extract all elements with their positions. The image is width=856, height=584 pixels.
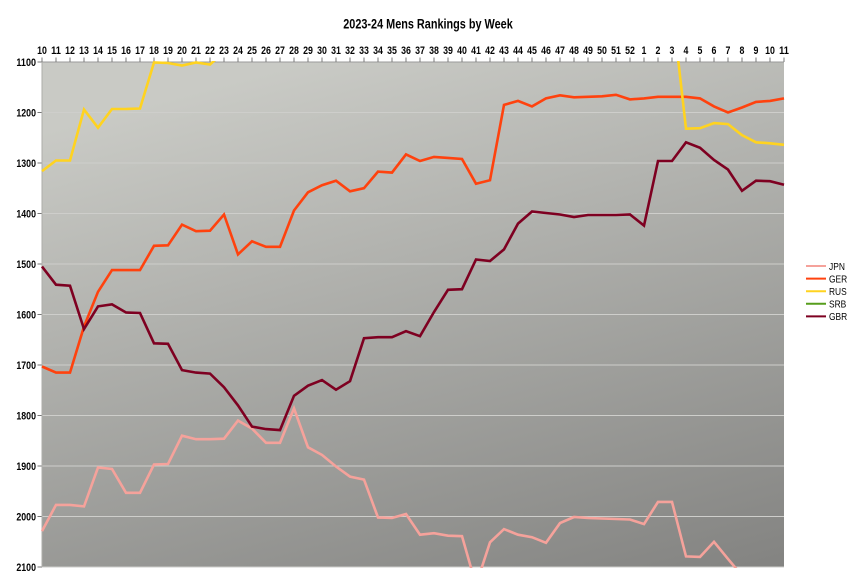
svg-text:9: 9 [754, 45, 759, 57]
svg-text:1: 1 [642, 45, 647, 57]
svg-text:2000: 2000 [16, 511, 36, 523]
svg-text:23: 23 [219, 45, 229, 57]
svg-text:37: 37 [415, 45, 425, 57]
svg-text:41: 41 [471, 45, 481, 57]
svg-text:10: 10 [765, 45, 775, 57]
svg-text:39: 39 [443, 45, 453, 57]
svg-text:47: 47 [555, 45, 565, 57]
svg-text:10: 10 [37, 45, 47, 57]
svg-text:40: 40 [457, 45, 467, 57]
svg-text:15: 15 [107, 45, 117, 57]
svg-text:14: 14 [93, 45, 103, 57]
svg-text:42: 42 [485, 45, 495, 57]
svg-text:33: 33 [359, 45, 369, 57]
svg-text:45: 45 [527, 45, 537, 57]
svg-text:2: 2 [656, 45, 661, 57]
svg-text:30: 30 [317, 45, 327, 57]
svg-text:52: 52 [625, 45, 635, 57]
svg-text:29: 29 [303, 45, 313, 57]
svg-text:48: 48 [569, 45, 579, 57]
svg-text:24: 24 [233, 45, 243, 57]
svg-text:31: 31 [331, 45, 341, 57]
svg-text:1800: 1800 [16, 410, 36, 422]
svg-text:51: 51 [611, 45, 621, 57]
svg-text:19: 19 [163, 45, 173, 57]
svg-text:22: 22 [205, 45, 215, 57]
svg-text:2100: 2100 [16, 562, 36, 574]
svg-text:26: 26 [261, 45, 271, 57]
svg-text:5: 5 [698, 45, 703, 57]
svg-text:28: 28 [289, 45, 299, 57]
svg-text:12: 12 [65, 45, 75, 57]
svg-text:RUS: RUS [829, 286, 847, 298]
svg-text:3: 3 [670, 45, 675, 57]
svg-text:1500: 1500 [16, 259, 36, 271]
svg-text:JPN: JPN [829, 261, 845, 273]
svg-text:1600: 1600 [16, 309, 36, 321]
svg-text:SRB: SRB [829, 299, 846, 311]
svg-text:2023-24 Mens Rankings by Week: 2023-24 Mens Rankings by Week [343, 16, 513, 31]
svg-text:4: 4 [684, 45, 690, 57]
svg-text:18: 18 [149, 45, 159, 57]
svg-text:34: 34 [373, 45, 383, 57]
svg-text:GER: GER [829, 273, 848, 285]
svg-text:6: 6 [712, 45, 717, 57]
svg-text:11: 11 [779, 45, 789, 57]
svg-text:GBR: GBR [829, 311, 848, 323]
svg-text:46: 46 [541, 45, 551, 57]
svg-text:38: 38 [429, 45, 439, 57]
svg-text:17: 17 [135, 45, 145, 57]
svg-text:20: 20 [177, 45, 187, 57]
svg-text:1400: 1400 [16, 208, 36, 220]
svg-text:35: 35 [387, 45, 397, 57]
svg-text:44: 44 [513, 45, 523, 57]
svg-text:8: 8 [740, 45, 745, 57]
svg-text:49: 49 [583, 45, 593, 57]
svg-text:16: 16 [121, 45, 131, 57]
svg-text:50: 50 [597, 45, 607, 57]
svg-text:1100: 1100 [16, 57, 36, 69]
svg-text:36: 36 [401, 45, 411, 57]
svg-text:1700: 1700 [16, 360, 36, 372]
svg-text:43: 43 [499, 45, 509, 57]
svg-text:1300: 1300 [16, 158, 36, 170]
svg-text:27: 27 [275, 45, 285, 57]
svg-text:7: 7 [726, 45, 731, 57]
svg-text:32: 32 [345, 45, 355, 57]
svg-text:25: 25 [247, 45, 257, 57]
svg-text:21: 21 [191, 45, 201, 57]
svg-text:13: 13 [79, 45, 89, 57]
svg-text:1900: 1900 [16, 461, 36, 473]
svg-text:1200: 1200 [16, 107, 36, 119]
svg-text:11: 11 [51, 45, 61, 57]
